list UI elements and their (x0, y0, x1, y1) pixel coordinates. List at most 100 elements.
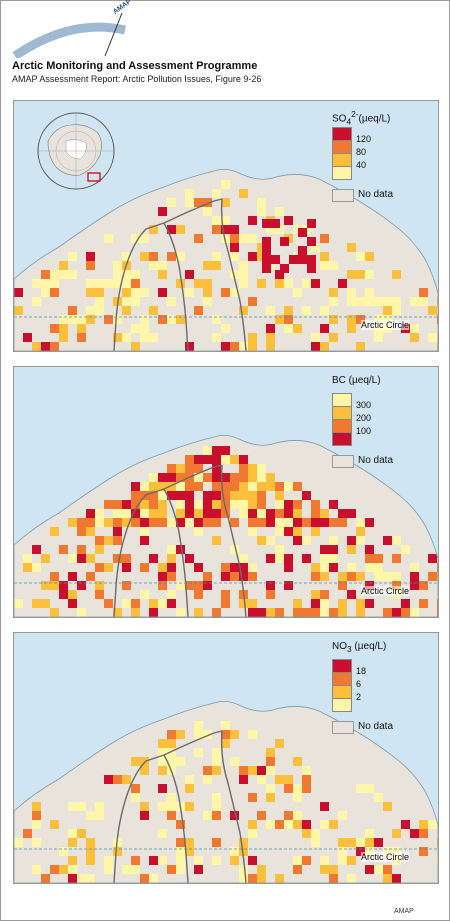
map-grid-cell (356, 297, 365, 306)
map-grid-cell (113, 261, 122, 270)
map-grid-cell (302, 554, 311, 563)
map-grid-cell (95, 590, 104, 599)
map-grid-cell (275, 545, 284, 554)
map-grid-cell (374, 865, 383, 874)
map-grid-cell (347, 288, 356, 297)
map-grid-cell (59, 261, 68, 270)
map-grid-cell (122, 270, 131, 279)
map-grid-cell (14, 838, 23, 847)
map-grid-cell (203, 207, 212, 216)
map-grid-cell (437, 572, 438, 581)
map-grid-cell (221, 500, 230, 509)
map-grid-cell (221, 739, 230, 748)
map-grid-cell (230, 563, 239, 572)
map-grid-cell (167, 518, 176, 527)
map-grid-cell (239, 234, 248, 243)
map-grid-cell (185, 288, 194, 297)
map-grid-cell (113, 509, 122, 518)
map-grid-cell (131, 500, 140, 509)
map-grid-cell (266, 473, 275, 482)
map-grid-cell (419, 820, 428, 829)
map-grid-cell (68, 252, 77, 261)
map-grid-cell (104, 536, 113, 545)
map-grid-cell (122, 297, 131, 306)
map-grid-cell (266, 509, 275, 518)
arctic-circle-label: Arctic Circle (361, 852, 410, 862)
map-grid-cell (158, 599, 167, 608)
map-grid-cell (248, 563, 257, 572)
map-grid-cell (41, 342, 50, 351)
map-grid-cell (194, 721, 203, 730)
map-grid-cell (275, 207, 284, 216)
map-grid-cell (221, 473, 230, 482)
map-grid-cell (167, 491, 176, 500)
map-grid-cell (32, 811, 41, 820)
map-grid-cell (167, 757, 176, 766)
map-grid-cell (320, 563, 329, 572)
map-grid-cell (86, 261, 95, 270)
map-grid-cell (271, 255, 280, 264)
map-grid-cell (284, 500, 293, 509)
map-grid-cell (356, 518, 365, 527)
map-grid-cell (23, 563, 32, 572)
legend-swatch (332, 166, 352, 180)
arctic-circle-label: Arctic Circle (361, 320, 410, 330)
map-grid-cell (275, 820, 284, 829)
map-grid-cell (293, 811, 302, 820)
map-grid-cell (347, 324, 356, 333)
map-grid-cell (149, 491, 158, 500)
map-grid-cell (239, 455, 248, 464)
map-grid-cell (356, 342, 365, 351)
map-grid-cell (221, 324, 230, 333)
map-grid-cell (302, 306, 311, 315)
map-grid-cell (149, 599, 158, 608)
map-grid-cell (329, 261, 338, 270)
map-grid-cell (284, 482, 293, 491)
map-grid-cell (239, 775, 248, 784)
map-grid-cell (32, 342, 41, 351)
map-grid-cell (383, 608, 392, 617)
map-grid-cell (113, 527, 122, 536)
map-grid-cell (185, 775, 194, 784)
map-grid-cell (203, 288, 212, 297)
map-grid-cell (374, 572, 383, 581)
map-grid-cell (392, 581, 401, 590)
map-grid-cell (365, 554, 374, 563)
map-grid-cell (185, 554, 194, 563)
map-grid-cell (50, 820, 59, 829)
map-grid-cell (113, 518, 122, 527)
map-grid-cell (266, 793, 275, 802)
map-grid-cell (275, 775, 284, 784)
map-grid-cell (230, 342, 239, 351)
map-grid-cell (302, 279, 311, 288)
map-grid-cell (95, 563, 104, 572)
map-grid-cell (437, 599, 438, 608)
map-grid-cell (257, 865, 266, 874)
map-grid-cell (239, 500, 248, 509)
map-grid-cell (257, 536, 266, 545)
map-grid-cell (212, 811, 221, 820)
map-grid-cell (158, 315, 167, 324)
map-grid-cell (122, 563, 131, 572)
map-grid-cell (293, 509, 302, 518)
map-grid-cell (131, 270, 140, 279)
map-grid-cell (298, 228, 307, 237)
map-grid-cell (122, 554, 131, 563)
map-grid-cell (239, 279, 248, 288)
map-grid-cell (239, 847, 248, 856)
legend-swatch (332, 432, 352, 446)
map-grid-cell (365, 563, 374, 572)
map-grid-cell (203, 518, 212, 527)
map-grid-cell (185, 784, 194, 793)
map-grid-cell (356, 252, 365, 261)
nodata-label: No data (358, 189, 394, 200)
map-grid-cell (284, 306, 293, 315)
map-grid-cell (86, 306, 95, 315)
map-grid-cell (329, 288, 338, 297)
map-grid-cell (410, 572, 419, 581)
legend-label: 100 (356, 426, 372, 436)
map-grid-cell (32, 563, 41, 572)
map-grid-cell (167, 748, 176, 757)
map-grid-cell (428, 306, 437, 315)
map-grid-cell (392, 874, 401, 883)
